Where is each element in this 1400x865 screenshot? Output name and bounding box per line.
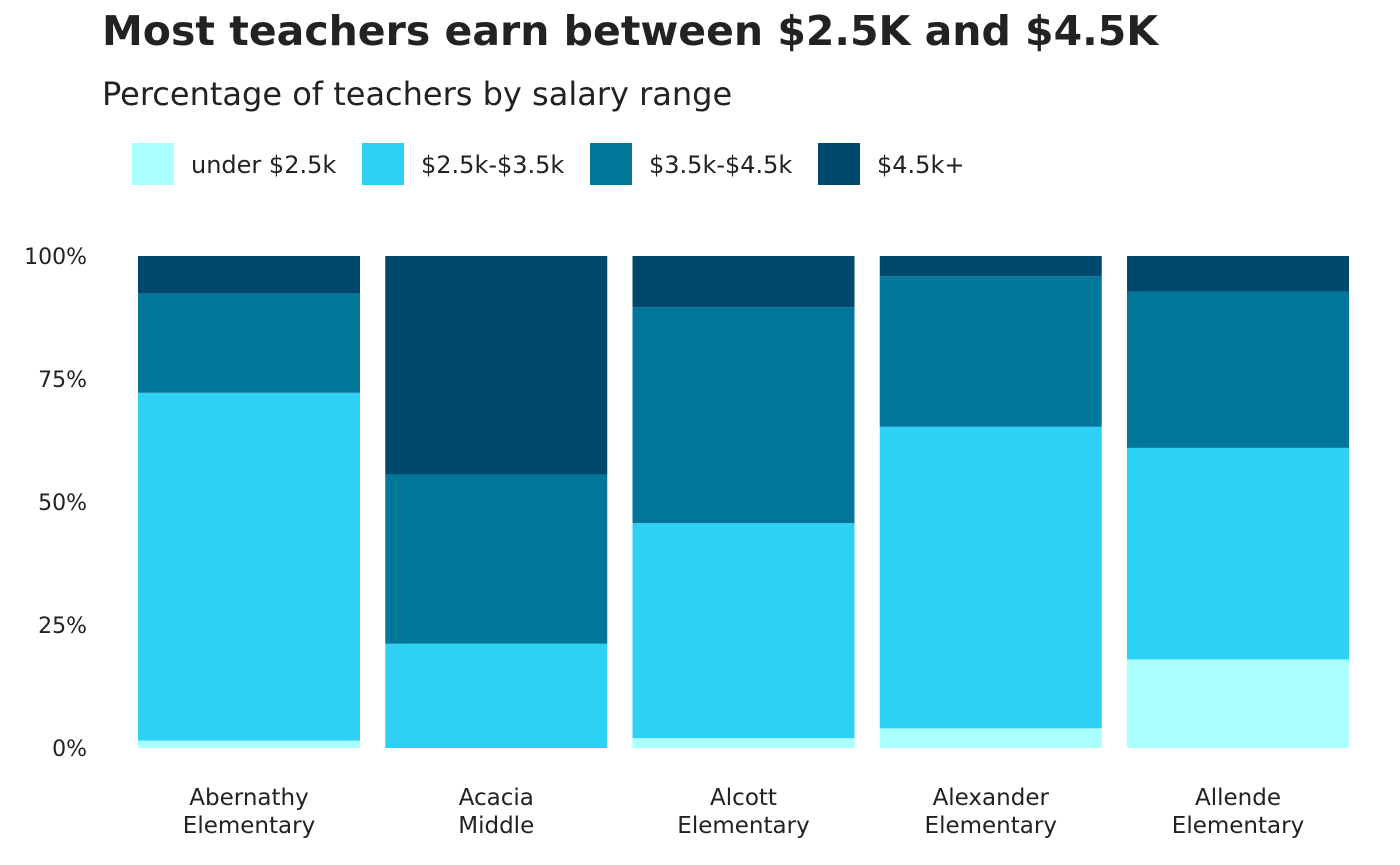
bar-segment — [385, 643, 608, 748]
chart-title: Most teachers earn between $2.5K and $4.… — [102, 7, 1158, 55]
bar-segment — [1127, 291, 1349, 448]
bar-segment — [1127, 447, 1349, 660]
y-tick-label: 0% — [52, 737, 87, 762]
legend-swatch — [590, 143, 632, 185]
legend-label: $3.5k-$4.5k — [649, 151, 792, 179]
bar-segment — [138, 293, 360, 393]
bar-segment — [879, 426, 1102, 729]
legend-label: under $2.5k — [191, 151, 336, 179]
y-tick-label: 25% — [38, 614, 87, 639]
legend-label: $4.5k+ — [877, 151, 964, 179]
bar-segment — [632, 307, 855, 524]
y-tick-label: 75% — [38, 368, 87, 393]
bar-segment — [1127, 256, 1349, 292]
bar-segment — [1127, 659, 1349, 748]
legend: under $2.5k $2.5k-$3.5k $3.5k-$4.5k $4.5k+ — [132, 143, 964, 185]
bars — [138, 256, 1349, 748]
bar-segment — [632, 738, 855, 748]
legend-label: $2.5k-$3.5k — [421, 151, 564, 179]
y-axis: 0% 25% 50% 75% 100% — [24, 245, 87, 762]
x-category-label: Abernathy — [189, 785, 308, 811]
x-axis: AbernathyElementaryAcaciaMiddleAlcottEle… — [183, 785, 1304, 839]
bar-segment — [385, 256, 608, 475]
x-category-label: Middle — [458, 813, 534, 839]
bar-segment — [632, 523, 855, 739]
x-category-label: Elementary — [1172, 813, 1304, 839]
x-category-label: Allende — [1195, 785, 1281, 811]
bar-segment — [632, 256, 855, 308]
legend-swatch — [362, 143, 404, 185]
bar-segment — [879, 256, 1102, 277]
x-category-label: Alexander — [933, 785, 1050, 811]
bar-segment — [879, 276, 1102, 427]
chart-subtitle: Percentage of teachers by salary range — [102, 75, 733, 113]
x-category-label: Elementary — [925, 813, 1057, 839]
bar-segment — [138, 740, 360, 748]
x-category-label: Elementary — [677, 813, 809, 839]
y-tick-label: 50% — [38, 491, 87, 516]
y-tick-label: 100% — [24, 245, 87, 270]
legend-swatch — [132, 143, 174, 185]
x-category-label: Elementary — [183, 813, 315, 839]
bar-segment — [385, 474, 608, 644]
legend-swatch — [818, 143, 860, 185]
bar-segment — [879, 728, 1102, 748]
x-category-label: Acacia — [459, 785, 534, 811]
bar-segment — [138, 256, 360, 294]
x-category-label: Alcott — [710, 785, 777, 811]
bar-segment — [138, 392, 360, 741]
